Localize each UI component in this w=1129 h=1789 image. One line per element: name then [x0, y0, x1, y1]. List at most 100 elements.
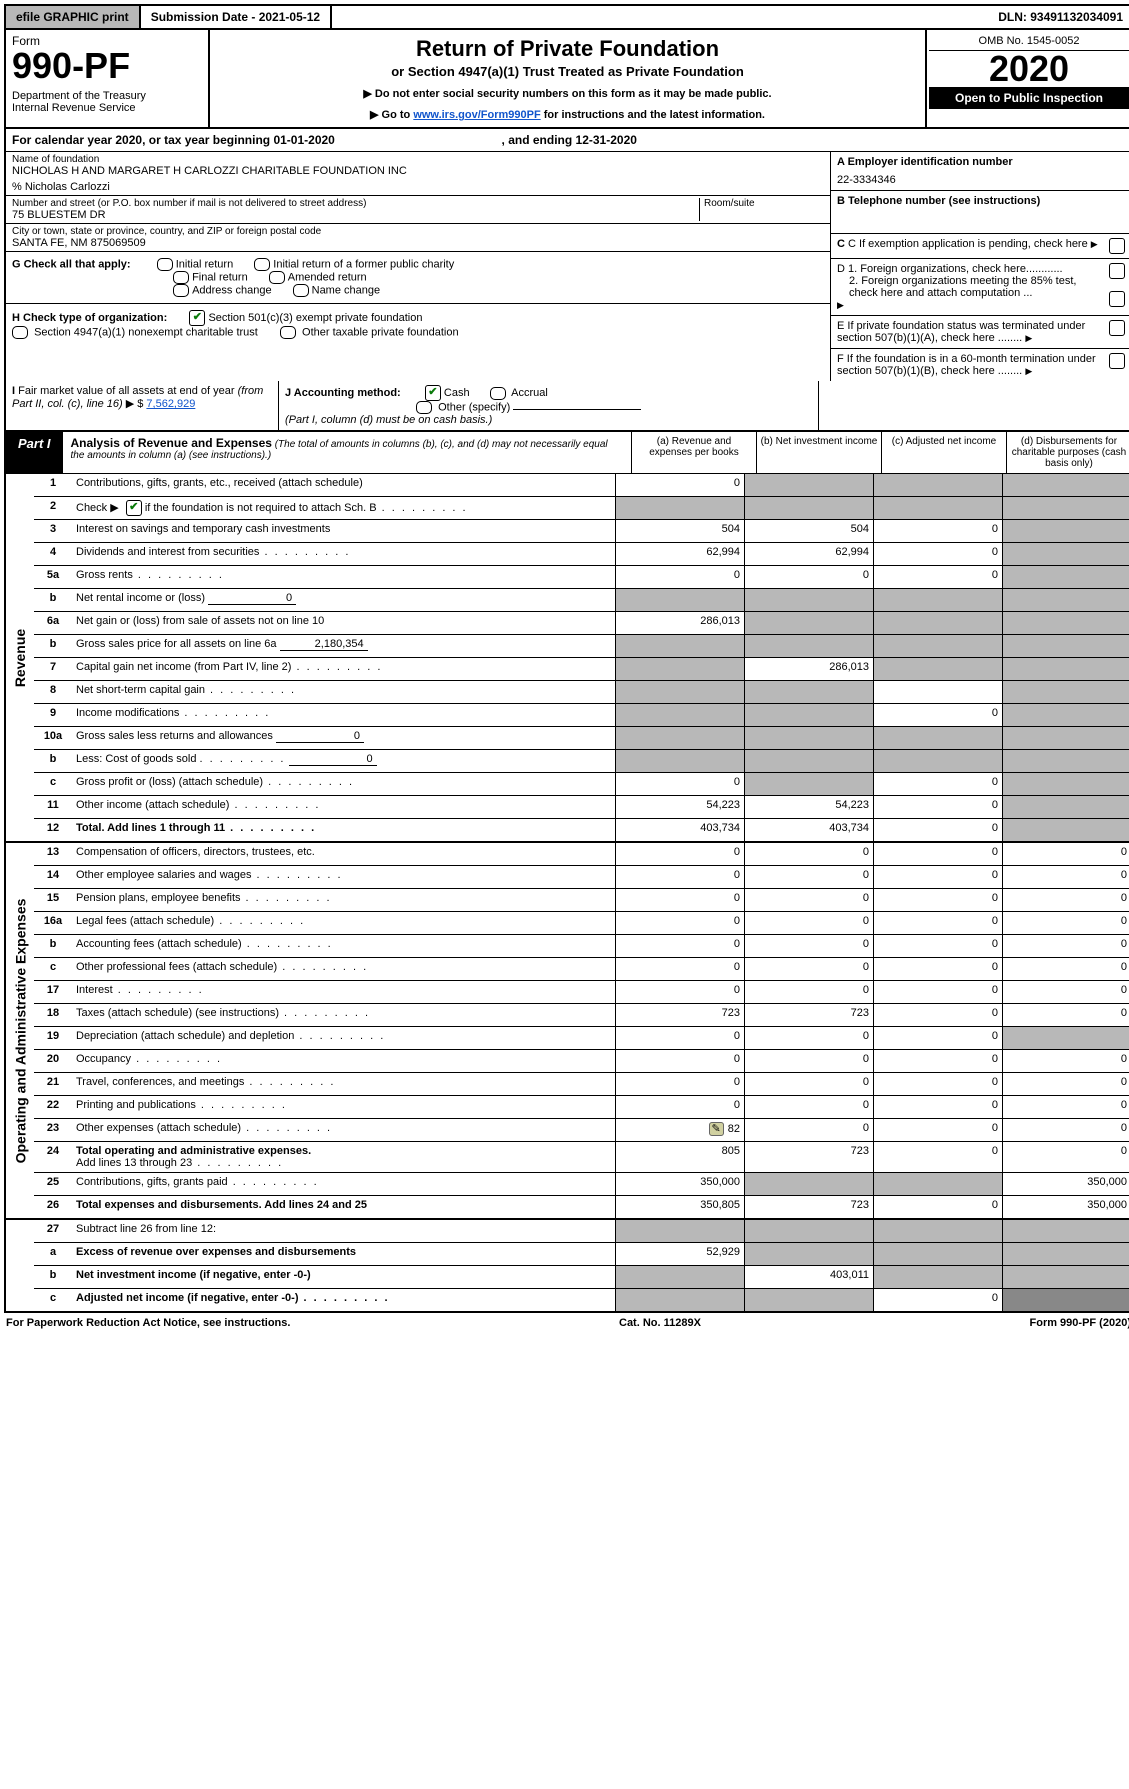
row-num: a [34, 1243, 72, 1265]
cell-c: 0 [873, 543, 1002, 565]
h-other: Other taxable private foundation [302, 326, 459, 338]
row-desc: Interest on savings and temporary cash i… [72, 520, 615, 542]
row-num: 9 [34, 704, 72, 726]
row-num: 6a [34, 612, 72, 634]
care-of: % Nicholas Carlozzi [12, 181, 824, 193]
h-label: H Check type of organization: [12, 312, 167, 324]
sch-b-checkbox[interactable] [126, 500, 142, 516]
foreign-org-checkbox[interactable] [1109, 263, 1125, 279]
cell-a [615, 681, 744, 703]
cell-a [615, 1220, 744, 1242]
cell-a: 350,805 [615, 1196, 744, 1218]
form-subtitle: or Section 4947(a)(1) Trust Treated as P… [216, 64, 919, 79]
exemption-pending-checkbox[interactable] [1109, 238, 1125, 254]
status-terminated-checkbox[interactable] [1109, 320, 1125, 336]
fmv-link[interactable]: 7,562,929 [146, 398, 195, 410]
cell-c: 0 [873, 1096, 1002, 1118]
name-change-checkbox[interactable] [293, 284, 309, 297]
cell-c: 0 [873, 773, 1002, 795]
60month-checkbox[interactable] [1109, 353, 1125, 369]
section-h: H Check type of organization: Section 50… [6, 304, 830, 345]
cell-c: 0 [873, 1196, 1002, 1218]
open-to-public: Open to Public Inspection [929, 87, 1129, 109]
row-desc: Printing and publications [72, 1096, 615, 1118]
row-desc: Contributions, gifts, grants, etc., rece… [72, 474, 615, 496]
amended-checkbox[interactable] [269, 271, 285, 284]
row-num: 26 [34, 1196, 72, 1218]
line27-section: 27Subtract line 26 from line 12: aExcess… [4, 1220, 1129, 1313]
cell-a: 286,013 [615, 612, 744, 634]
cell-b: 0 [744, 981, 873, 1003]
cell-d: 0 [1002, 1004, 1129, 1026]
cell-c: 0 [873, 1119, 1002, 1141]
accrual-checkbox[interactable] [490, 387, 506, 400]
row-desc: Travel, conferences, and meetings [72, 1073, 615, 1095]
cell-a [615, 1289, 744, 1311]
cell-d: 0 [1002, 1142, 1129, 1172]
row-desc: Depreciation (attach schedule) and deple… [72, 1027, 615, 1049]
cell-c: 0 [873, 819, 1002, 841]
cell-b: 0 [744, 1027, 873, 1049]
address-change-checkbox[interactable] [173, 284, 189, 297]
ein-value: 22-3334346 [837, 174, 1125, 186]
row-num: 14 [34, 866, 72, 888]
cell-b [744, 727, 873, 749]
cal-end: 12-31-2020 [576, 133, 637, 147]
row-desc: Income modifications [72, 704, 615, 726]
paperwork-notice: For Paperwork Reduction Act Notice, see … [6, 1317, 290, 1329]
cell-b: 723 [744, 1196, 873, 1218]
row-desc: Other expenses (attach schedule) [72, 1119, 615, 1141]
foreign-85-checkbox[interactable] [1109, 291, 1125, 307]
cell-b: 723 [744, 1004, 873, 1026]
row-desc: Other employee salaries and wages [72, 866, 615, 888]
cell-b: 0 [744, 1050, 873, 1072]
tax-year: 2020 [929, 51, 1129, 87]
row-num: 13 [34, 843, 72, 865]
section-g: G Check all that apply: Initial return I… [6, 252, 830, 304]
cell-c: 0 [873, 1027, 1002, 1049]
efile-button[interactable]: efile GRAPHIC print [6, 6, 141, 28]
cell-c: 0 [873, 796, 1002, 818]
cell-a: 0 [615, 1096, 744, 1118]
pencil-icon[interactable] [709, 1123, 728, 1135]
form-title: Return of Private Foundation [216, 36, 919, 62]
inline-value: 2,180,354 [280, 638, 368, 651]
irs-label: Internal Revenue Service [12, 102, 202, 114]
final-return-checkbox[interactable] [173, 271, 189, 284]
cell-d: 0 [1002, 843, 1129, 865]
501c3-checkbox[interactable] [189, 310, 205, 326]
cash-checkbox[interactable] [425, 385, 441, 401]
cell-a [615, 497, 744, 519]
initial-return-checkbox[interactable] [157, 258, 173, 271]
cell-b [744, 681, 873, 703]
row-desc: Gross sales price for all assets on line… [72, 635, 615, 657]
cell-a: 0 [615, 474, 744, 496]
instructions-link[interactable]: www.irs.gov/Form990PF [413, 109, 540, 121]
cell-d: 0 [1002, 1050, 1129, 1072]
dln: DLN: 93491132034091 [990, 6, 1129, 28]
expenses-section: Operating and Administrative Expenses 13… [4, 843, 1129, 1220]
revenue-section: Revenue 1Contributions, gifts, grants, e… [4, 474, 1129, 843]
row-desc: Other professional fees (attach schedule… [72, 958, 615, 980]
initial-former-checkbox[interactable] [254, 258, 270, 271]
4947-checkbox[interactable] [12, 326, 28, 339]
other-method-checkbox[interactable] [416, 401, 432, 414]
cell-b [744, 635, 873, 657]
address-label: Number and street (or P.O. box number if… [12, 198, 699, 209]
street-address: 75 BLUESTEM DR [12, 209, 699, 221]
cell-c: 0 [873, 520, 1002, 542]
cell-d [1002, 1266, 1129, 1288]
cell-d: 0 [1002, 935, 1129, 957]
row-desc: Other income (attach schedule) [72, 796, 615, 818]
f-text: F If the foundation is in a 60-month ter… [837, 353, 1105, 377]
form-header: Form 990-PF Department of the Treasury I… [4, 30, 1129, 129]
j-cash: Cash [444, 387, 470, 399]
cell-b [744, 589, 873, 611]
row-num: b [34, 1266, 72, 1288]
cell-c [873, 1220, 1002, 1242]
row-num: 23 [34, 1119, 72, 1141]
row-num: 3 [34, 520, 72, 542]
cell-d: 0 [1002, 981, 1129, 1003]
entity-info: Name of foundation NICHOLAS H AND MARGAR… [4, 152, 1129, 381]
other-taxable-checkbox[interactable] [280, 326, 296, 339]
